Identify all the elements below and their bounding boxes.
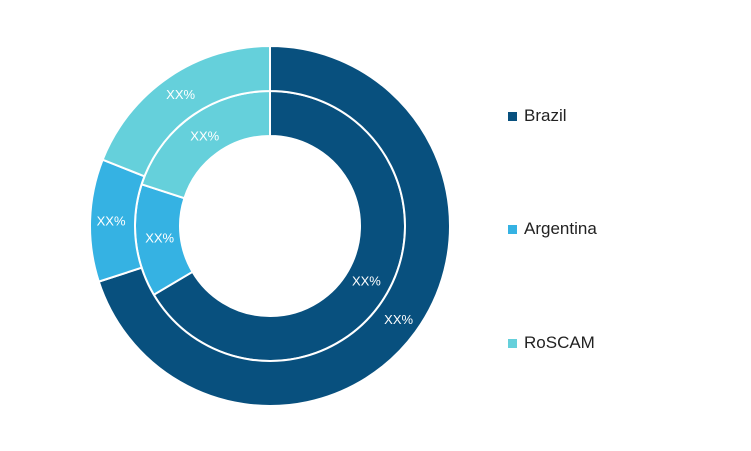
- legend-item-argentina: Argentina: [508, 219, 597, 239]
- legend-item-roscam: RoSCAM: [508, 333, 595, 353]
- legend-label-roscam: RoSCAM: [524, 333, 595, 352]
- inner-label-brazil: XX%: [352, 273, 381, 288]
- outer-label-roscam: XX%: [166, 87, 195, 102]
- legend-swatch-argentina: [508, 224, 517, 234]
- outer-label-brazil: XX%: [384, 312, 413, 327]
- inner-label-argentina: XX%: [145, 231, 174, 246]
- outer-label-argentina: XX%: [97, 214, 126, 229]
- legend-label-brazil: Brazil: [524, 106, 567, 125]
- inner-label-roscam: XX%: [190, 129, 219, 144]
- outer-slice-brazil: [97, 44, 451, 407]
- legend-swatch-roscam: [508, 338, 517, 348]
- legend-label-argentina: Argentina: [524, 219, 597, 238]
- outer-slice-roscam: [101, 44, 271, 178]
- legend-swatch-brazil: [508, 111, 517, 121]
- legend-item-brazil: Brazil: [508, 106, 567, 126]
